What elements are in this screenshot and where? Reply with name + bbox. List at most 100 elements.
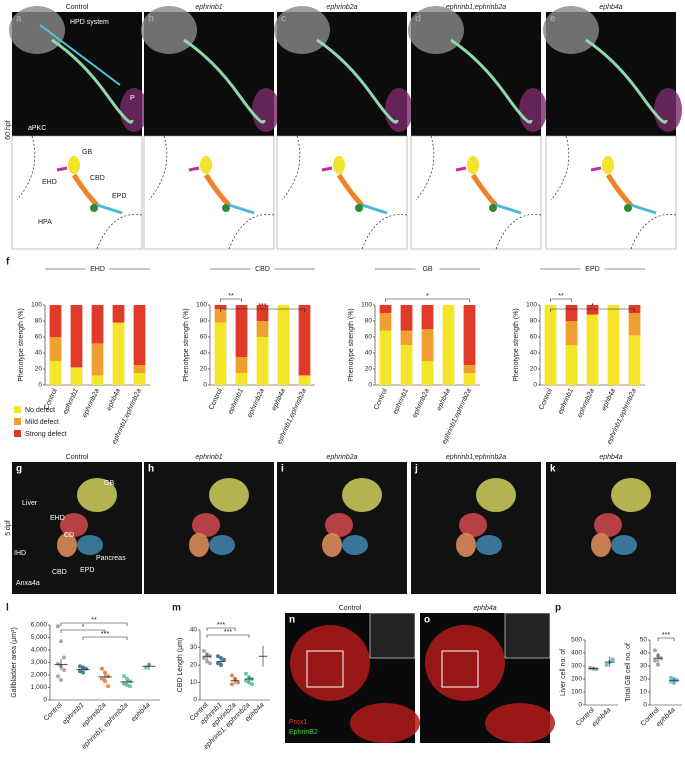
x-tick-label: ephrinb1 bbox=[227, 388, 245, 416]
y-tick-label: 20 bbox=[530, 366, 538, 373]
hpa bbox=[90, 204, 98, 212]
y-tick-label: 500 bbox=[571, 637, 582, 644]
panel-title: Control bbox=[66, 454, 89, 461]
data-point bbox=[672, 680, 676, 685]
y-tick-label: 20 bbox=[200, 366, 208, 373]
data-point bbox=[669, 675, 673, 680]
inset bbox=[504, 612, 551, 659]
panel-title: ephrinb2a bbox=[326, 4, 357, 11]
sig-bracket bbox=[657, 637, 675, 641]
gb-render bbox=[611, 478, 651, 512]
sig-bracket bbox=[550, 308, 635, 312]
panel-letter: k bbox=[550, 464, 556, 475]
duct-render bbox=[325, 513, 353, 537]
legend-label: Strong defect bbox=[25, 431, 67, 438]
bar-segment bbox=[133, 365, 146, 373]
data-point bbox=[103, 679, 107, 684]
data-point bbox=[56, 624, 60, 629]
bar-segment bbox=[586, 314, 599, 385]
y-tick-label: 3,000 bbox=[31, 659, 48, 666]
panel-title: ephrinb1;ephrinb2a bbox=[446, 4, 506, 11]
bar-segment bbox=[607, 305, 620, 385]
duct-epd bbox=[630, 203, 657, 215]
panel-title: ephrinb1 bbox=[195, 4, 222, 11]
outline bbox=[148, 135, 275, 250]
y-tick-label: 400 bbox=[571, 650, 582, 657]
bar-segment bbox=[214, 305, 227, 309]
legend-swatch bbox=[14, 430, 21, 437]
y-tick-label: 0 bbox=[368, 382, 372, 389]
x-tick-label: Control bbox=[43, 701, 64, 722]
gb bbox=[467, 156, 479, 174]
bar-segment bbox=[379, 305, 392, 313]
data-point bbox=[100, 666, 104, 671]
data-point bbox=[122, 681, 126, 686]
y-tick-label: 0 bbox=[643, 702, 647, 709]
y-tick-label: 5,000 bbox=[31, 634, 48, 641]
panel-title: ephrinb1 bbox=[195, 454, 222, 461]
sig-bracket bbox=[60, 629, 106, 633]
data-point bbox=[128, 684, 132, 689]
x-tick-label: ephrinb1 bbox=[392, 388, 410, 416]
data-point bbox=[236, 680, 240, 685]
drawing-label: GB bbox=[82, 149, 92, 156]
bar-segment bbox=[463, 305, 476, 365]
y-tick-label: 2,000 bbox=[31, 672, 48, 679]
sig-bracket bbox=[385, 298, 470, 302]
duct bbox=[585, 38, 668, 124]
y-tick-label: 80 bbox=[200, 318, 208, 325]
bar-segment bbox=[235, 373, 248, 385]
duct-epd bbox=[361, 203, 388, 215]
sig-label: *** bbox=[662, 632, 670, 639]
bar-segment bbox=[256, 337, 269, 385]
x-tick-label: ephb4a bbox=[591, 707, 613, 729]
legend-swatch bbox=[14, 418, 21, 425]
bar-segment bbox=[298, 375, 311, 385]
duct-cbd bbox=[203, 173, 231, 207]
data-point bbox=[125, 683, 129, 687]
y-tick-label: 60 bbox=[530, 334, 538, 341]
hpa bbox=[222, 204, 230, 212]
y-tick-label: 40 bbox=[35, 350, 43, 357]
bar-segment bbox=[91, 375, 104, 385]
x-tick-label: ephb4a bbox=[271, 388, 287, 412]
bar-segment bbox=[214, 309, 227, 323]
bar-segment bbox=[421, 305, 434, 329]
y-tick-label: 100 bbox=[526, 302, 537, 309]
y-tick-label: 0 bbox=[578, 702, 582, 709]
data-point bbox=[59, 678, 63, 682]
duct-ehd bbox=[455, 166, 467, 172]
bar-segment bbox=[565, 345, 578, 385]
data-point bbox=[594, 667, 599, 672]
data-point bbox=[244, 678, 248, 683]
y-tick-label: 6,000 bbox=[31, 622, 48, 629]
y-tick-label: 20 bbox=[640, 676, 648, 683]
y-tick-label: 80 bbox=[35, 318, 43, 325]
data-point bbox=[125, 676, 129, 681]
bar-segment bbox=[628, 335, 641, 385]
outline bbox=[281, 135, 408, 250]
x-tick-label: Control bbox=[538, 387, 554, 411]
duct-render bbox=[476, 535, 502, 555]
duct-ehd bbox=[321, 166, 333, 172]
panel-title: ephb4a bbox=[599, 454, 622, 461]
y-tick-label: 20 bbox=[365, 366, 373, 373]
bar-segment bbox=[379, 330, 392, 385]
y-tick-label: 80 bbox=[365, 318, 373, 325]
outline bbox=[16, 135, 143, 250]
duct bbox=[51, 38, 134, 124]
sig-label: ** bbox=[558, 293, 564, 300]
sig-label: ** bbox=[91, 617, 97, 624]
inset-box bbox=[306, 650, 344, 688]
data-point bbox=[128, 679, 132, 684]
y-tick-label: 100 bbox=[361, 302, 372, 309]
outline bbox=[550, 135, 677, 250]
chart-title: GB bbox=[422, 266, 432, 273]
data-point bbox=[62, 668, 66, 672]
x-tick-label: ephb4a bbox=[106, 388, 122, 412]
data-point bbox=[250, 682, 254, 687]
data-point bbox=[100, 676, 104, 681]
sig-label: * bbox=[82, 624, 85, 631]
panel-title: ephb4a bbox=[473, 605, 496, 612]
